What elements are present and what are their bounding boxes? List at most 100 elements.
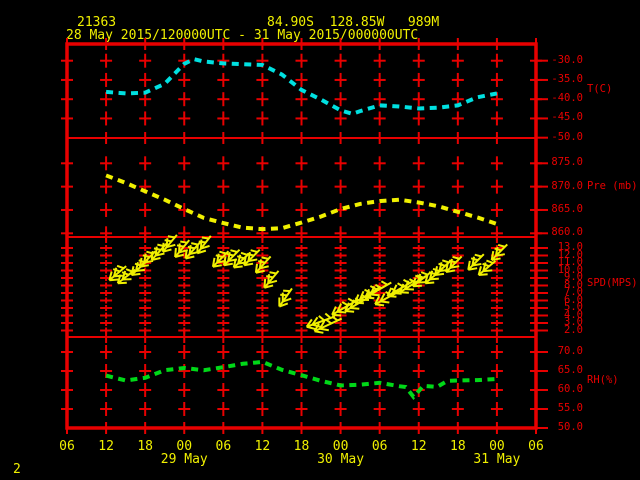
plot-line: [144, 259, 154, 264]
plot-line: [187, 245, 195, 250]
plot-line: [176, 244, 185, 248]
plot-line: [445, 269, 456, 273]
plot-line: [392, 292, 402, 295]
hour-tick-label: 00: [176, 439, 193, 454]
hour-tick-label: 18: [293, 439, 310, 454]
plot-line: [222, 256, 227, 266]
plot-line: [244, 262, 254, 267]
plot-line: [116, 264, 125, 270]
y-tick-label-relative_humidity: 60.0: [557, 383, 583, 395]
plot-line: [497, 243, 506, 248]
plot-line: [280, 293, 288, 297]
plot-frame: [65, 42, 538, 430]
y-tick-label-temperature: -50.0: [551, 130, 583, 143]
plot-line: [478, 273, 488, 276]
plot-line: [263, 278, 267, 288]
y-tick-label-wind_speed: 10.0: [557, 263, 583, 276]
panel-axis-label-wind_speed: SPD(MPS): [587, 277, 638, 289]
plot-line: [257, 260, 266, 264]
plot-line: [349, 299, 356, 309]
plot-line: [350, 307, 360, 310]
plot-line: [232, 258, 237, 268]
pressure-curve: [105, 173, 498, 232]
y-tick-label-relative_humidity: 55.0: [557, 402, 583, 414]
plot-line: [468, 267, 478, 271]
plot-line: [185, 255, 195, 260]
plot-line: [135, 268, 146, 272]
plot-line: [184, 249, 188, 259]
plot-line: [250, 249, 258, 253]
plot-line: [174, 253, 185, 258]
plot-line: [164, 239, 172, 243]
y-tick-label-relative_humidity: 70.0: [557, 345, 583, 357]
plot-line: [344, 302, 350, 312]
plot-line: [404, 280, 410, 290]
plot-line: [448, 259, 457, 264]
hour-tick-label: 12: [254, 439, 271, 454]
y-tick-label-wind_speed: 3.0: [564, 316, 583, 328]
page-number: 2: [13, 462, 21, 477]
plot-line: [311, 316, 319, 326]
plot-line: [166, 243, 176, 249]
plot-line: [266, 275, 274, 279]
plot-line: [279, 302, 289, 308]
y-tick-label-temperature: -45.0: [551, 111, 583, 124]
plot-line: [255, 269, 265, 274]
station-location: 84.90S 128.85W 989M: [267, 15, 440, 30]
plot-line: [359, 290, 365, 300]
plot-line: [472, 262, 482, 267]
y-tick-label-pressure: 875.0: [551, 156, 583, 169]
plot-line: [424, 274, 429, 284]
plot-line: [200, 244, 210, 250]
hour-tick-label: 06: [371, 439, 388, 454]
plot-line: [261, 256, 269, 260]
temperature-curve: [105, 57, 498, 116]
plot-line: [445, 262, 449, 273]
plot-line: [490, 250, 495, 261]
y-tick-label-pressure: 860.0: [551, 226, 583, 239]
date-label: 29 May: [160, 452, 208, 467]
plot-line: [374, 295, 381, 305]
panel-axis-label-relative_humidity: RH(%): [587, 374, 619, 386]
hour-tick-label: 18: [450, 439, 466, 454]
plot-line: [380, 280, 388, 286]
date-label: 30 May: [317, 452, 365, 467]
y-tick-label-pressure: 865.0: [551, 202, 583, 215]
y-tick-label-wind_speed: 12.0: [557, 248, 583, 261]
plot-line: [336, 303, 343, 313]
hour-tick-label: 06: [528, 439, 544, 454]
plot-line: [313, 322, 320, 332]
plot-line: [113, 274, 123, 278]
y-tick-label-wind_speed: 7.0: [564, 286, 583, 298]
hour-tick-label: 00: [332, 439, 349, 454]
plot-line: [486, 259, 494, 264]
plot-line: [283, 289, 291, 293]
plot-line: [353, 294, 360, 304]
plot-line: [226, 252, 234, 257]
hour-tick-label: 18: [137, 439, 153, 454]
plot-line: [482, 262, 490, 268]
plot-line: [167, 235, 175, 239]
plot-line: [364, 288, 371, 298]
plot-line: [474, 253, 482, 258]
plot-line: [240, 251, 248, 256]
plot-line: [219, 250, 227, 255]
plot-line: [438, 262, 446, 267]
plot-line: [150, 250, 154, 261]
hour-tick-label: 06: [59, 439, 75, 454]
plot-line: [483, 269, 493, 273]
plot-line: [233, 265, 243, 269]
y-tick-label-wind_speed: 6.0: [564, 293, 583, 306]
plot-line: [324, 312, 332, 319]
plot-line: [121, 271, 129, 276]
y-tick-label-wind_speed: 9.0: [564, 271, 583, 283]
plot-line: [495, 253, 505, 257]
plot-line: [161, 242, 165, 252]
plot-line: [215, 254, 223, 259]
plot-line: [370, 293, 380, 297]
plot-line: [319, 327, 330, 332]
plot-line: [386, 287, 393, 297]
y-tick-label-pressure: 870.0: [551, 179, 583, 192]
plot-line: [151, 257, 161, 261]
